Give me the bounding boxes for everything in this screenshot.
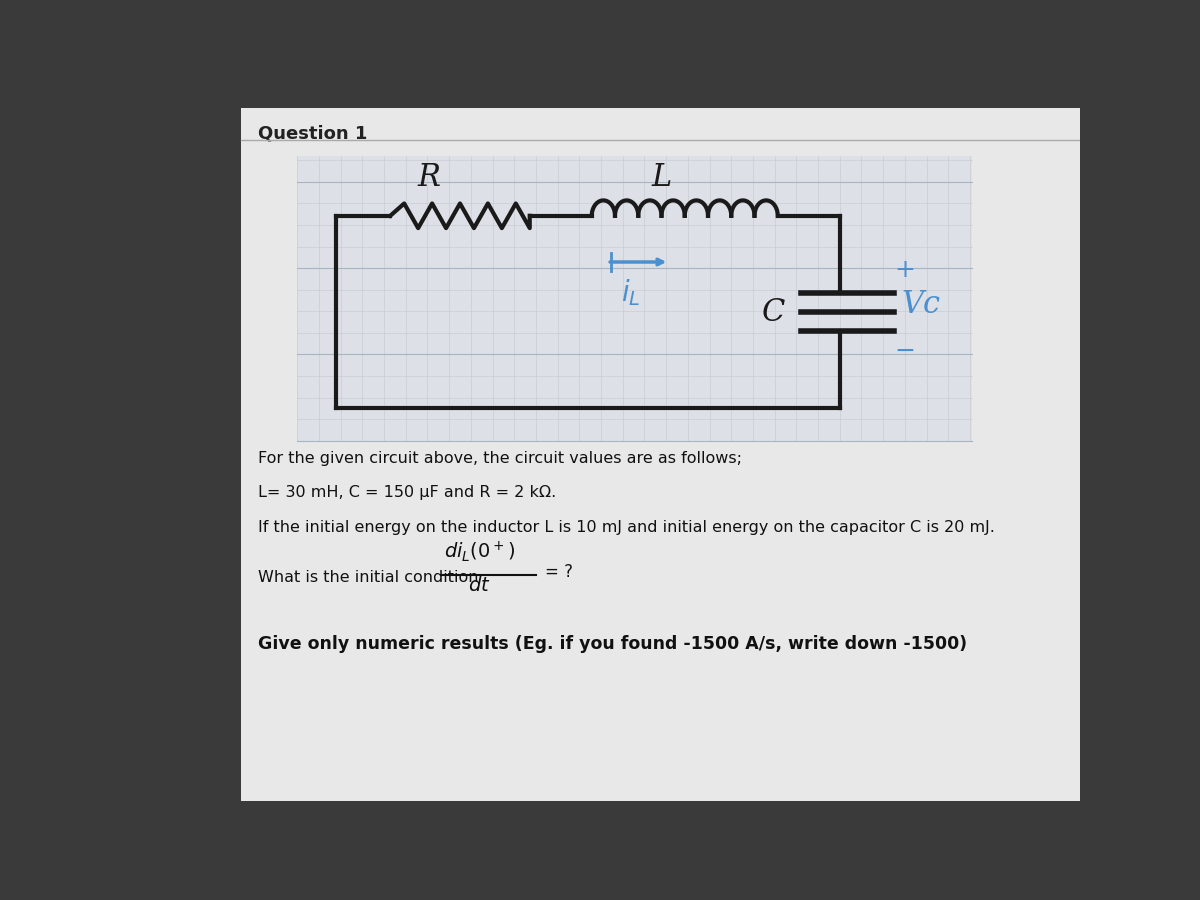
Text: Question 1: Question 1 <box>258 125 368 143</box>
Text: −: − <box>894 338 916 363</box>
Text: L: L <box>652 162 672 193</box>
Text: For the given circuit above, the circuit values are as follows;: For the given circuit above, the circuit… <box>258 451 743 465</box>
Text: Vc: Vc <box>901 289 941 320</box>
Text: Give only numeric results (Eg. if you found -1500 A/s, write down -1500): Give only numeric results (Eg. if you fo… <box>258 635 967 653</box>
Text: $di_L(0^+)$: $di_L(0^+)$ <box>444 539 516 563</box>
Text: If the initial energy on the inductor L is 10 mJ and initial energy on the capac: If the initial energy on the inductor L … <box>258 520 995 535</box>
Text: R: R <box>418 162 440 193</box>
Bar <box>298 156 972 441</box>
Bar <box>150 108 241 801</box>
Text: L= 30 mH, C = 150 µF and R = 2 kΩ.: L= 30 mH, C = 150 µF and R = 2 kΩ. <box>258 485 557 500</box>
Text: C: C <box>762 297 786 328</box>
Text: $i_L$: $i_L$ <box>620 277 640 308</box>
Text: +: + <box>894 257 914 282</box>
Text: = ?: = ? <box>545 562 574 580</box>
Text: $dt$: $dt$ <box>468 576 491 595</box>
Text: What is the initial condition: What is the initial condition <box>258 570 479 585</box>
